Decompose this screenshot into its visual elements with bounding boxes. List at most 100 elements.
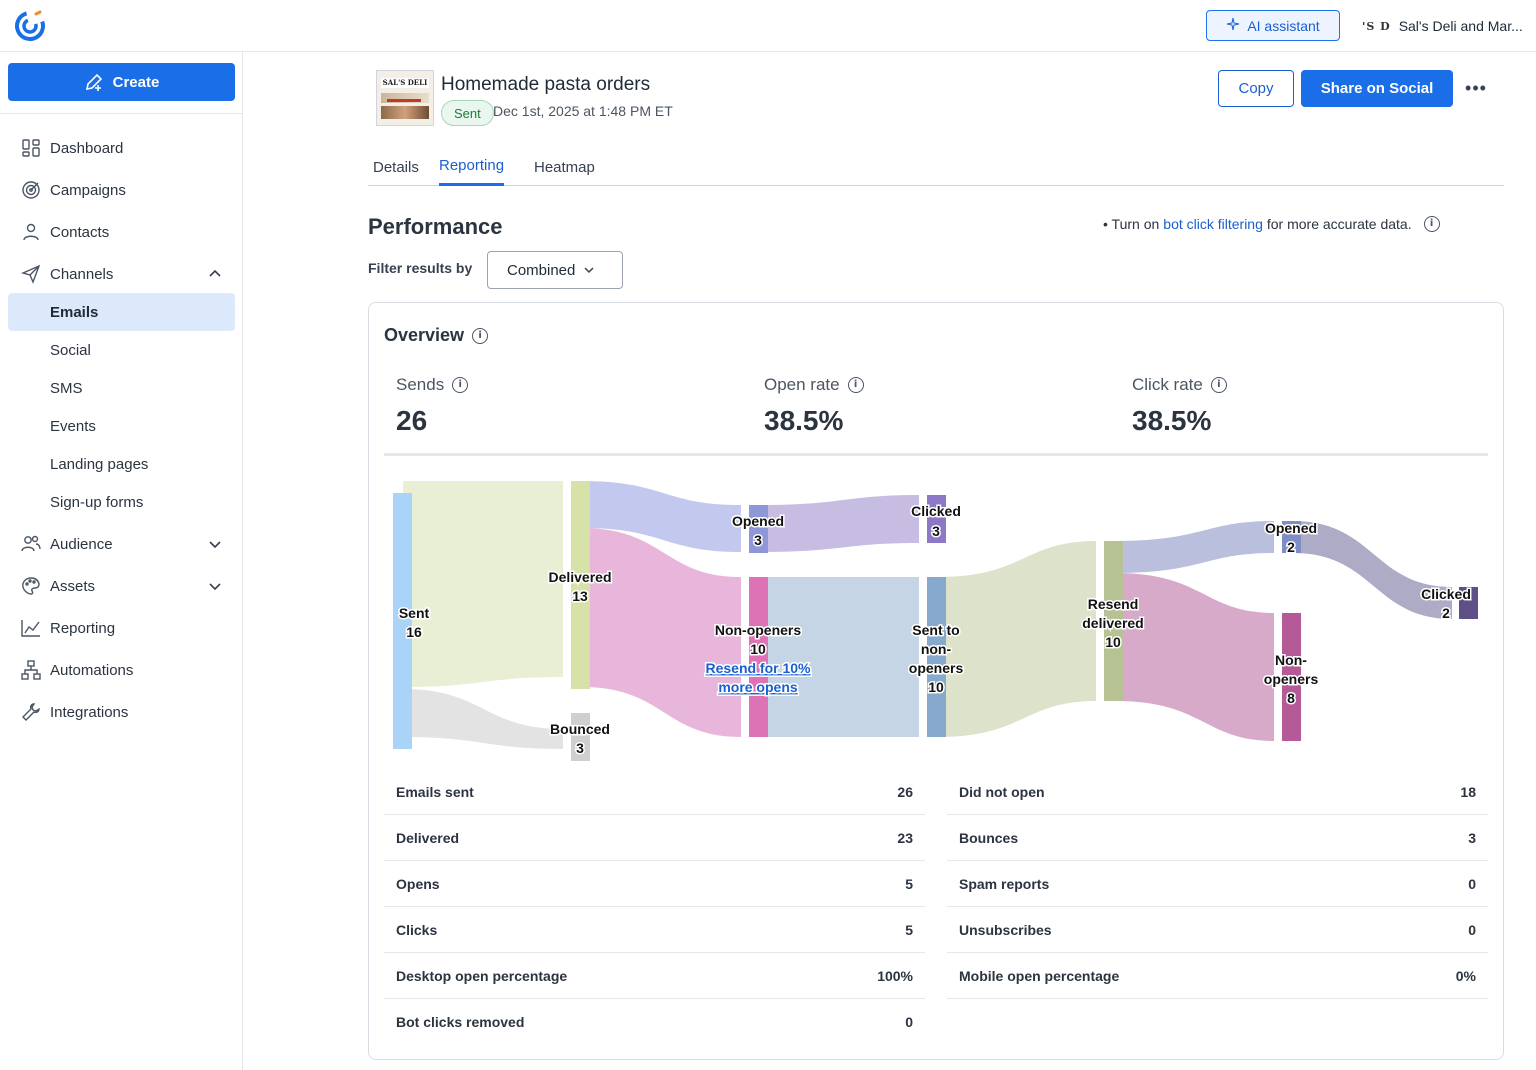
bot-click-filtering-link[interactable]: bot click filtering [1163, 216, 1263, 232]
performance-heading: Performance [368, 214, 503, 239]
sidebar-item-label: Campaigns [50, 181, 126, 199]
node-value: 3 [754, 532, 762, 548]
node-opened1[interactable] [749, 505, 768, 553]
node-opened2[interactable] [1282, 521, 1301, 553]
audience-icon [20, 533, 42, 555]
info-icon[interactable]: i [1210, 377, 1227, 393]
brand-logo-icon[interactable] [14, 10, 46, 42]
sidebar-item-dashboard[interactable]: Dashboard [8, 129, 235, 167]
overview-heading: Overview i [384, 325, 489, 346]
node-value: 2 [1442, 605, 1450, 621]
info-icon[interactable]: i [452, 377, 469, 393]
share-on-social-button[interactable]: Share on Social [1301, 70, 1453, 107]
reporting-icon [20, 617, 42, 639]
sidebar-item-contacts[interactable]: Contacts [8, 213, 235, 251]
node-value: 13 [572, 588, 588, 604]
sidebar-subitem-events[interactable]: Events [50, 417, 96, 435]
campaign-thumbnail[interactable]: SAL'S DELI [376, 70, 434, 126]
stat-row: Delivered 23 [384, 815, 925, 861]
sidebar-item-label: Automations [50, 661, 134, 679]
node-bounced[interactable] [571, 713, 590, 761]
sidebar-subitem-landing-pages[interactable]: Landing pages [50, 455, 149, 473]
sidebar-subitem-emails[interactable]: Emails [8, 293, 235, 331]
node-label: Opened [1265, 520, 1317, 536]
node-label: Clicked [1421, 586, 1471, 602]
kpi-click-rate: Click rate i 38.5% [1132, 375, 1227, 437]
node-label: non- [921, 641, 952, 657]
node-label: Bounced [550, 721, 610, 737]
send-icon [20, 263, 42, 285]
node-sent-nonopeners[interactable] [927, 577, 946, 737]
kpi-value: 38.5% [764, 405, 844, 436]
tab-reporting[interactable]: Reporting [439, 148, 505, 186]
ai-assistant-button[interactable]: AI assistant [1206, 10, 1340, 41]
kpi-value: 26 [396, 405, 428, 436]
sidebar-divider [0, 113, 242, 114]
chevron-up-icon[interactable] [207, 266, 223, 282]
stat-row: Did not open 18 [947, 769, 1488, 815]
info-icon[interactable]: i [847, 377, 864, 393]
sidebar-subitem-sms[interactable]: SMS [50, 379, 83, 397]
node-value: 10 [750, 641, 766, 657]
sidebar-item-campaigns[interactable]: Campaigns [8, 171, 235, 209]
sidebar-item-label: Dashboard [50, 139, 124, 157]
node-delivered[interactable] [571, 481, 590, 689]
more-options-icon[interactable]: ••• [1465, 78, 1487, 98]
node-clicked2[interactable] [1459, 587, 1478, 619]
stat-row: Bot clicks removed 0 [396, 1014, 913, 1030]
account-menu[interactable]: 'S D Sal's Deli and Mar... [1362, 14, 1523, 38]
kpi-divider [384, 453, 1488, 456]
kpi-open-rate: Open rate i 38.5% [764, 375, 864, 437]
sidebar-item-label: Assets [50, 577, 96, 595]
sidebar-item-automations[interactable]: Automations [8, 651, 235, 689]
link-resend-nonopeners2 [1115, 573, 1274, 741]
status-badge: Sent [441, 100, 494, 126]
tab-details[interactable]: Details [373, 158, 419, 176]
info-icon[interactable]: i [1423, 216, 1440, 232]
info-icon[interactable]: i [472, 327, 489, 344]
link-delivered-nonopeners [582, 528, 741, 737]
node-nonopeners2[interactable] [1282, 613, 1301, 741]
link-sentnon-resend [938, 541, 1096, 737]
sparkle-icon [1226, 17, 1240, 34]
main-content: SAL'S DELI Homemade pasta orders Sent De… [243, 52, 1536, 1070]
node-value: 3 [576, 740, 584, 756]
node-resend-delivered[interactable] [1104, 541, 1123, 701]
stat-row: Clicks 5 [384, 907, 925, 953]
node-value: 10 [1105, 634, 1121, 650]
node-label: delivered [1082, 615, 1143, 631]
link-sent-bounced [403, 689, 563, 749]
resend-link[interactable]: more opens [717, 678, 800, 697]
sidebar-item-audience[interactable]: Audience [8, 525, 235, 563]
node-sent[interactable] [393, 493, 412, 749]
filter-select[interactable]: Combined [487, 251, 623, 289]
sidebar-subitem-signup-forms[interactable]: Sign-up forms [50, 493, 144, 511]
node-label: Sent [399, 605, 430, 621]
tab-bar: Details Reporting Heatmap [368, 148, 1504, 186]
account-name: Sal's Deli and Mar... [1398, 18, 1523, 34]
campaign-title: Homemade pasta orders [441, 74, 651, 95]
node-nonopeners1[interactable] [749, 577, 768, 737]
sidebar-item-assets[interactable]: Assets [8, 567, 235, 605]
sidebar-item-channels[interactable]: Channels [8, 255, 235, 293]
sidebar-item-integrations[interactable]: Integrations [8, 693, 235, 731]
node-clicked1[interactable] [927, 495, 946, 543]
node-value: 10 [928, 679, 944, 695]
sidebar-item-reporting[interactable]: Reporting [8, 609, 235, 647]
sidebar-subitem-social[interactable]: Social [50, 341, 91, 359]
tab-heatmap[interactable]: Heatmap [534, 158, 595, 176]
create-button[interactable]: Create [8, 63, 235, 101]
node-label: Opened [732, 513, 784, 529]
copy-button[interactable]: Copy [1218, 70, 1294, 107]
chevron-down-icon[interactable] [207, 536, 223, 552]
filter-label: Filter results by [368, 260, 473, 276]
node-value: 16 [406, 624, 422, 640]
link-delivered-opened [582, 481, 741, 552]
resend-link[interactable]: Resend for 10% [704, 659, 813, 678]
node-label: Sent to [912, 622, 959, 638]
sidebar-item-label: Contacts [50, 223, 110, 241]
account-logo: 'S D [1362, 19, 1391, 33]
chevron-down-icon[interactable] [207, 578, 223, 594]
link-opened2-clicked2 [1293, 521, 1452, 619]
stat-row: Emails sent 26 [384, 769, 925, 815]
